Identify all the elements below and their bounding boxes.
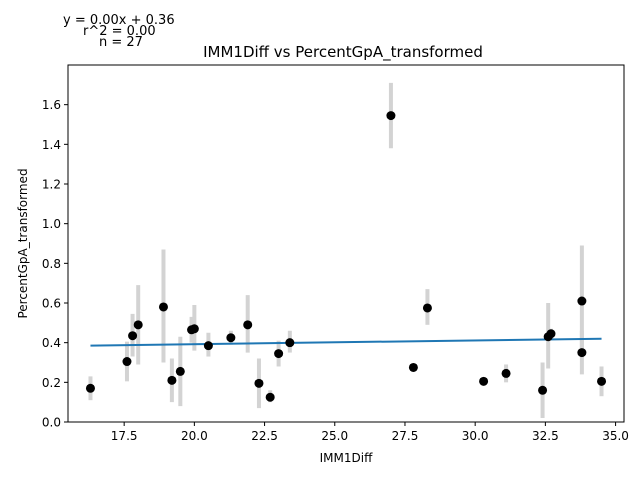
points-layer — [85, 111, 607, 402]
y-axis-ticks: 0.0 0.2 0.4 0.6 0.8 1.0 1.2 1.4 1.6 — [42, 98, 68, 430]
x-tick-label: 25.0 — [321, 429, 348, 443]
regression-line — [90, 337, 602, 347]
data-point — [175, 366, 185, 376]
y-tick-label: 0.6 — [42, 297, 61, 311]
data-point — [577, 296, 587, 306]
data-point — [285, 338, 295, 348]
y-axis-label: PercentGpA_transformed — [16, 168, 30, 318]
data-point — [597, 376, 607, 386]
data-point — [122, 357, 132, 367]
errorbar-layer — [88, 82, 604, 419]
data-point — [274, 349, 284, 359]
y-tick-label: 1.2 — [42, 178, 61, 192]
y-tick-label: 0.4 — [42, 336, 61, 350]
data-point — [501, 368, 511, 378]
y-tick-label: 1.4 — [42, 138, 61, 152]
x-tick-label: 20.0 — [181, 429, 208, 443]
data-point — [386, 111, 396, 121]
plot-frame — [67, 64, 625, 423]
fit-line-layer — [90, 337, 602, 347]
data-point — [577, 348, 587, 358]
data-point — [203, 341, 213, 351]
data-point — [243, 320, 253, 330]
x-axis-label: IMM1Diff — [320, 451, 373, 465]
y-tick-label: 1.0 — [42, 217, 61, 231]
data-point — [133, 320, 143, 330]
data-point — [546, 329, 556, 339]
data-point — [408, 362, 418, 372]
data-point — [479, 376, 489, 386]
data-point — [422, 303, 432, 313]
chart-title: IMM1Diff vs PercentGpA_transformed — [203, 43, 483, 62]
data-point — [538, 385, 548, 395]
x-axis-ticks: 17.5 20.0 22.5 25.0 27.5 30.0 32.5 35.0 — [111, 422, 629, 443]
data-point — [158, 302, 168, 312]
data-point — [85, 383, 95, 393]
data-point — [128, 331, 138, 341]
x-tick-label: 17.5 — [111, 429, 138, 443]
y-tick-label: 0.8 — [42, 257, 61, 271]
data-point — [265, 392, 275, 402]
data-point — [254, 378, 264, 388]
x-tick-label: 35.0 — [602, 429, 629, 443]
x-tick-label: 22.5 — [251, 429, 278, 443]
x-tick-label: 30.0 — [462, 429, 489, 443]
x-tick-label: 27.5 — [392, 429, 419, 443]
sample-size: n = 27 — [99, 35, 143, 50]
x-tick-label: 32.5 — [532, 429, 559, 443]
y-tick-label: 0.0 — [42, 416, 61, 430]
data-point — [167, 375, 177, 385]
fit-r-squared: r^2 = 0.00 — [83, 24, 156, 39]
data-point — [226, 333, 236, 343]
y-tick-label: 0.2 — [42, 376, 61, 390]
data-point — [189, 324, 199, 334]
fit-equation: y = 0.00x + 0.36 — [63, 13, 175, 28]
y-tick-label: 1.6 — [42, 98, 61, 112]
